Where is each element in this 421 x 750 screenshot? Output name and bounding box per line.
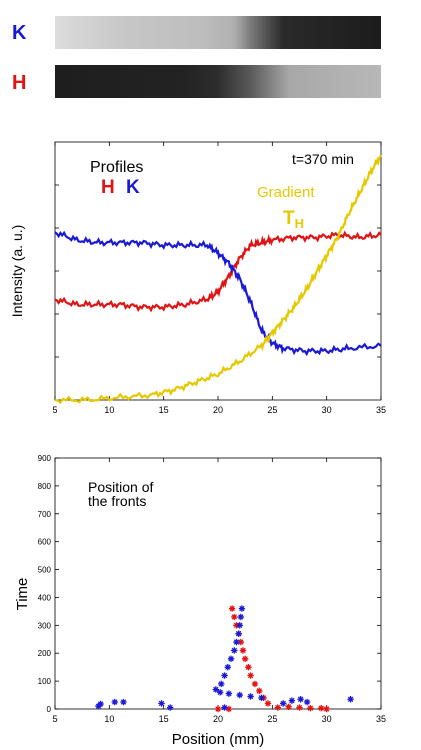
fronts-point-k xyxy=(218,680,225,688)
fronts-point-h xyxy=(231,613,238,621)
fronts-point-k xyxy=(120,698,127,706)
profile-series-t-h xyxy=(54,154,382,405)
profile-series-k xyxy=(54,230,382,357)
fronts-point-k xyxy=(221,672,228,679)
fronts-y-tick-label: 0 xyxy=(47,705,52,714)
fronts-x-tick-label: 20 xyxy=(213,714,223,724)
fronts-point-h xyxy=(251,680,259,688)
fronts-point-h xyxy=(214,705,222,713)
fronts-x-tick-label: 15 xyxy=(159,714,169,724)
fronts-y-tick-label: 300 xyxy=(38,621,52,630)
gradient-label: Gradient xyxy=(257,184,315,201)
fronts-point-h xyxy=(274,704,281,711)
fronts-x-tick-label: 30 xyxy=(322,714,332,724)
gradient-t: T xyxy=(283,208,295,229)
fronts-y-tick-label: 100 xyxy=(38,677,52,686)
fronts-x-tick-label: 25 xyxy=(267,714,277,724)
fronts-point-k xyxy=(216,689,224,696)
profiles-h-label: H xyxy=(101,177,115,198)
profile-series xyxy=(54,154,382,405)
fronts-point-k xyxy=(288,697,296,704)
fronts-point-k xyxy=(221,704,228,711)
time-label: t=370 min xyxy=(292,151,354,167)
profile-x-tick-label: 30 xyxy=(322,405,332,415)
fronts-point-h xyxy=(241,655,249,662)
fronts-chart: 5 10 15 20 25 30 35 0 100 200 300 400 500 600 700 800 90… xyxy=(14,454,386,748)
fronts-point-h xyxy=(256,687,263,695)
profile-ticks: 5 10 15 20 25 30 35 xyxy=(52,142,386,415)
fronts-point-k xyxy=(236,691,243,699)
fronts-point-k xyxy=(227,655,235,662)
strip-h-label: H xyxy=(12,72,27,94)
fronts-y-tick-label: 500 xyxy=(38,566,52,575)
fronts-ticks: 5 10 15 20 25 30 35 0 100 200 300 400 500 600 700 800 90… xyxy=(38,454,386,724)
profile-x-tick-label: 5 xyxy=(52,405,57,415)
fronts-point-h xyxy=(247,672,254,679)
fronts-point-h xyxy=(318,704,325,712)
fronts-point-k xyxy=(280,700,287,707)
fronts-point-h xyxy=(225,705,233,713)
fronts-ylabel: Time xyxy=(14,578,31,611)
fronts-point-k xyxy=(97,700,104,708)
fronts-point-h xyxy=(239,647,247,654)
fronts-point-k xyxy=(166,704,174,711)
profiles-label: Profiles xyxy=(90,159,143,176)
fronts-y-tick-label: 600 xyxy=(38,538,52,547)
fronts-point-h xyxy=(233,622,240,629)
fronts-point-k xyxy=(237,613,245,621)
profile-ylabel: Intensity (a. u.) xyxy=(9,225,25,318)
fronts-annotation-line1: Position of xyxy=(88,479,153,495)
fronts-point-h xyxy=(264,700,272,707)
fronts-series xyxy=(95,605,354,713)
fronts-point-k xyxy=(303,698,311,706)
fronts-point-k xyxy=(233,638,240,646)
fronts-point-k xyxy=(238,605,246,612)
fronts-point-k xyxy=(224,663,231,671)
fronts-x-tick-label: 5 xyxy=(52,714,57,724)
profiles-k-label: K xyxy=(126,177,140,198)
fronts-point-k xyxy=(158,700,165,707)
fronts-annotation-line2: the fronts xyxy=(88,493,146,509)
fronts-xlabel: Position (mm) xyxy=(172,731,265,748)
fronts-y-tick-label: 700 xyxy=(38,510,52,519)
fronts-point-k xyxy=(212,686,220,693)
profile-series-h xyxy=(54,230,382,313)
fronts-point-k xyxy=(225,690,233,697)
fronts-point-k xyxy=(297,696,304,703)
fronts-y-tick-label: 400 xyxy=(38,593,52,602)
profile-x-tick-label: 10 xyxy=(104,405,114,415)
profile-plot-area xyxy=(54,141,382,401)
fronts-y-tick-label: 900 xyxy=(38,454,52,463)
fronts-point-k xyxy=(231,647,238,654)
fronts-point-h xyxy=(307,704,314,712)
fronts-point-k xyxy=(236,622,243,629)
profile-x-tick-label: 20 xyxy=(213,405,223,415)
fronts-point-h xyxy=(228,605,236,612)
gradient-sub: H xyxy=(295,216,304,231)
fronts-point-h xyxy=(237,638,245,646)
fronts-point-k xyxy=(235,630,242,637)
fronts-point-h xyxy=(245,663,252,671)
fronts-point-h xyxy=(296,704,303,711)
profile-x-tick-label: 35 xyxy=(376,405,386,415)
fronts-point-k xyxy=(347,696,354,703)
gradient-t-label: TH xyxy=(283,208,304,231)
profile-chart: 5 10 15 20 25 30 35 Intensity (a. u.) Profiles… xyxy=(9,141,386,415)
profile-x-tick-label: 15 xyxy=(159,405,169,415)
fronts-plot-area xyxy=(54,457,382,710)
strip-k-label: K xyxy=(12,22,27,44)
fronts-point-k xyxy=(247,693,254,700)
strip-h-image xyxy=(55,65,381,98)
fronts-point-h xyxy=(285,703,292,710)
fronts-y-tick-label: 200 xyxy=(38,649,52,658)
fronts-point-k xyxy=(258,694,265,702)
fronts-point-h xyxy=(323,705,330,713)
fronts-point-k xyxy=(111,698,118,706)
fronts-y-tick-label: 800 xyxy=(38,482,52,491)
profile-x-tick-label: 25 xyxy=(267,405,277,415)
strip-k-image xyxy=(55,16,381,49)
fronts-x-tick-label: 10 xyxy=(104,714,114,724)
fronts-x-tick-label: 35 xyxy=(376,714,386,724)
